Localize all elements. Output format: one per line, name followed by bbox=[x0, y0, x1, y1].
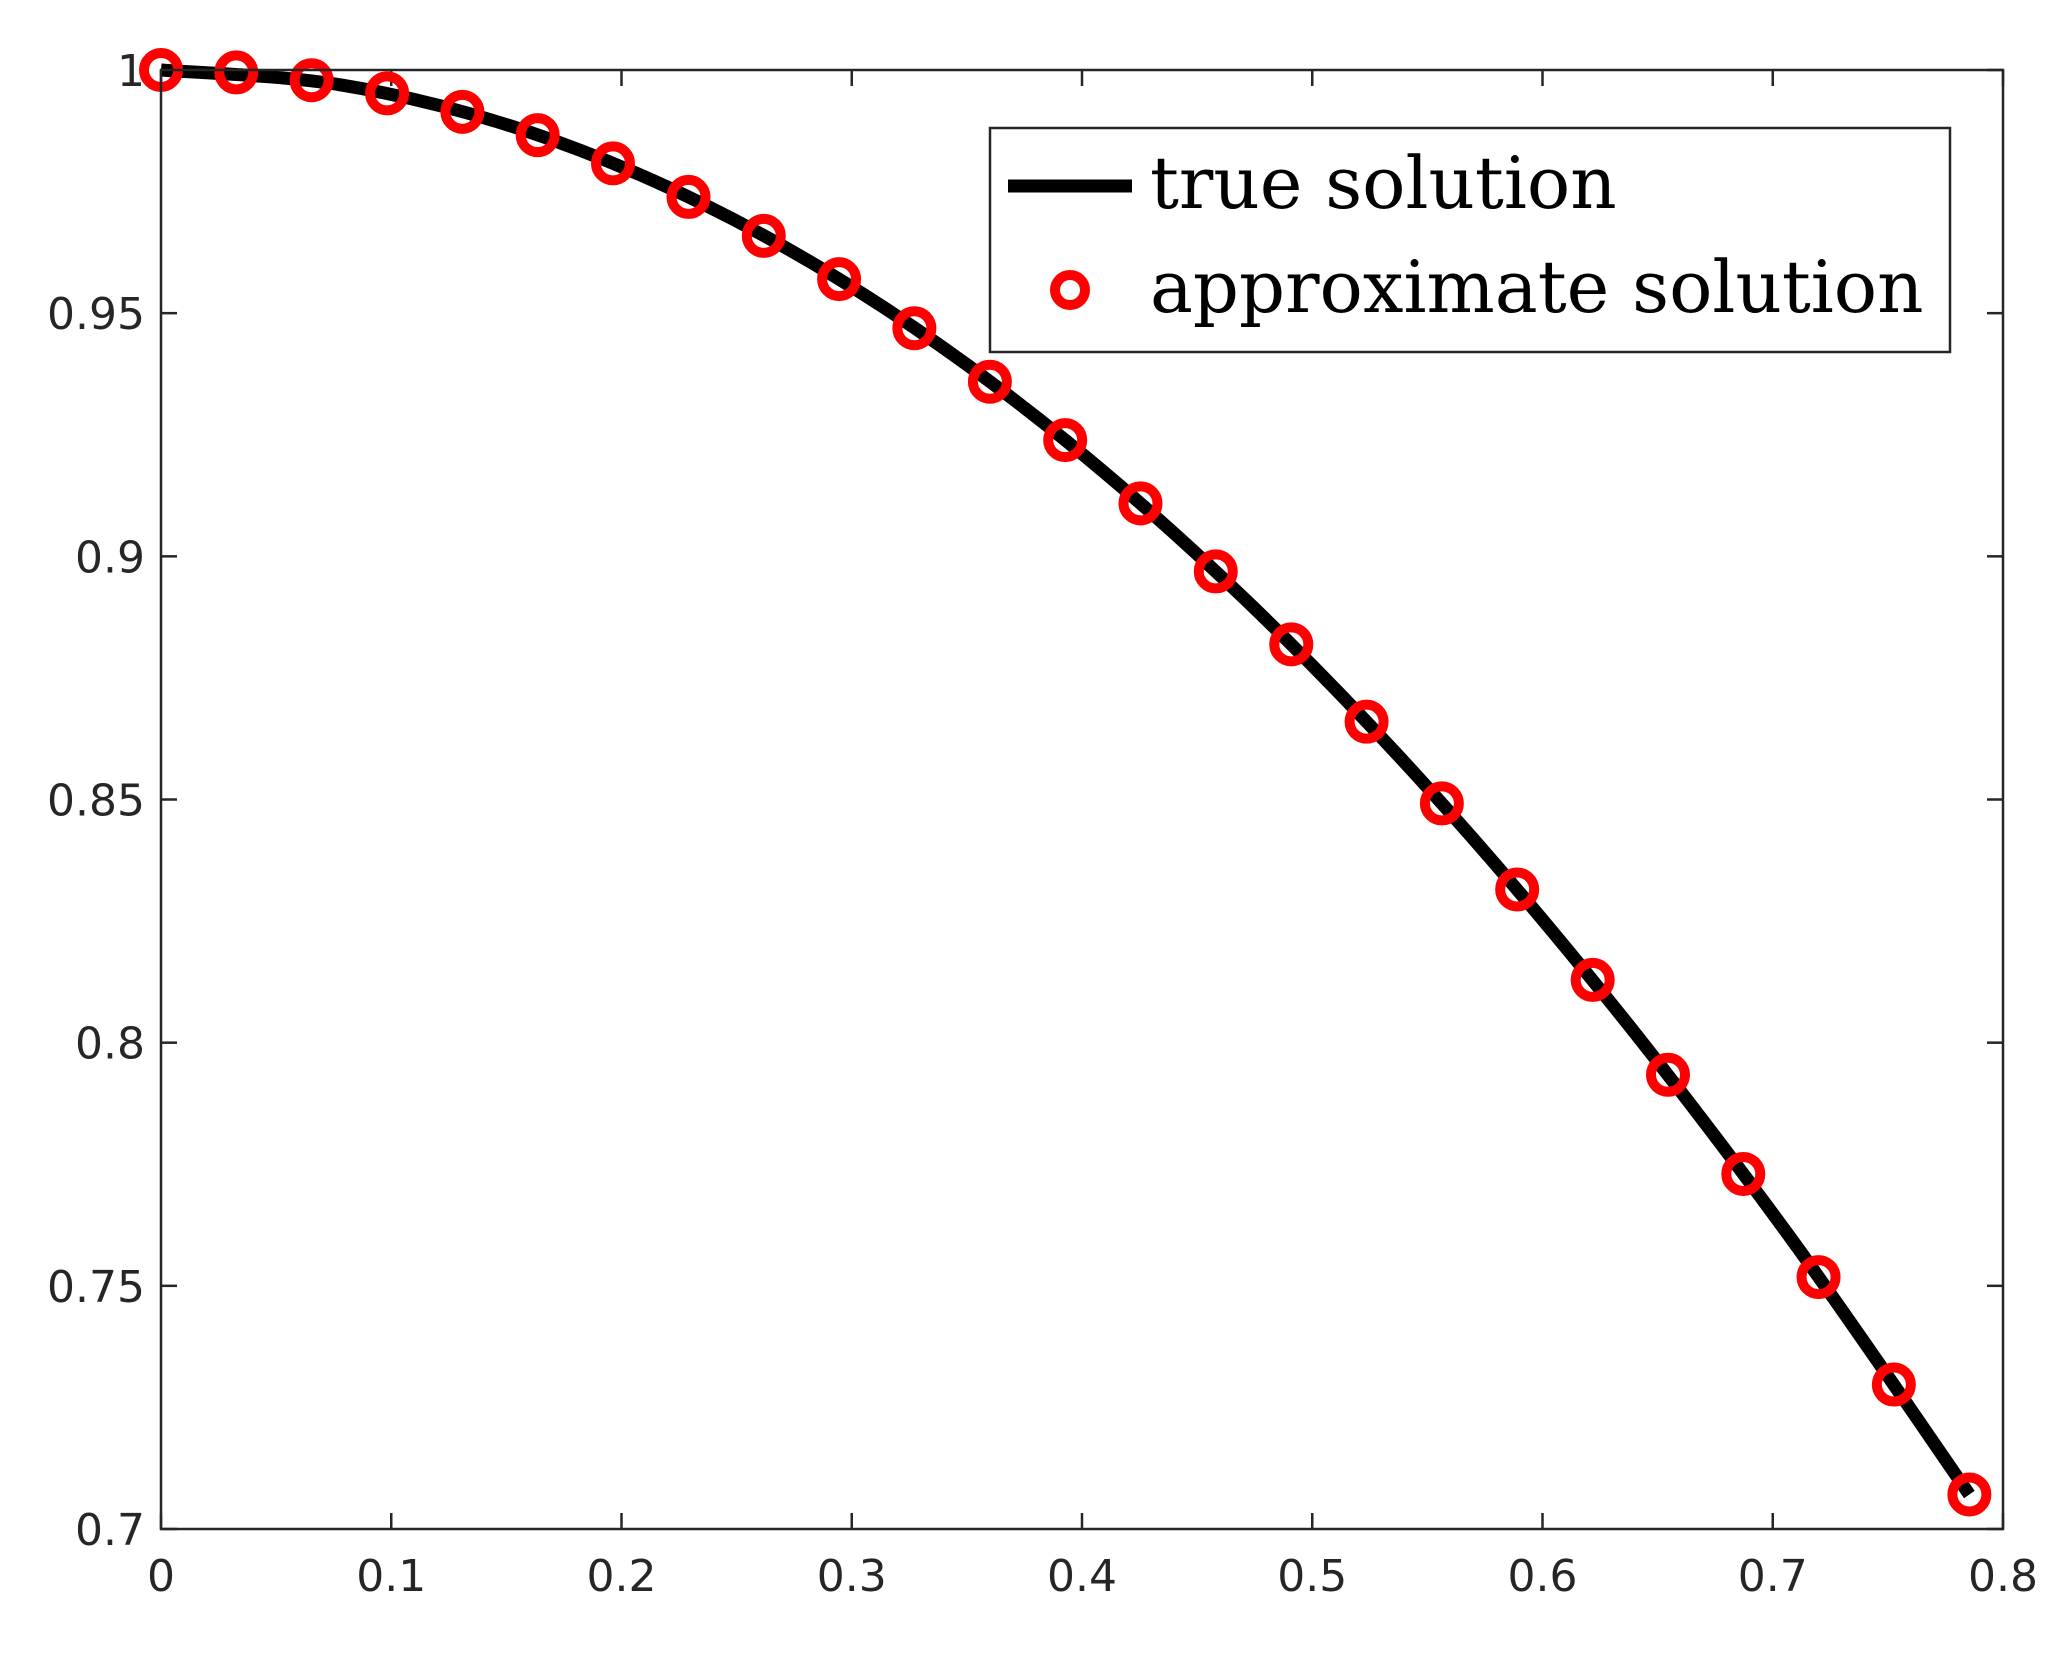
y-tick-label: 0.75 bbox=[47, 1262, 145, 1313]
legend: true solution approximate solution bbox=[988, 126, 1952, 354]
y-tick-label: 0.8 bbox=[75, 1019, 145, 1070]
approximate-solution-point bbox=[440, 89, 485, 134]
x-tick-label: 0.5 bbox=[1277, 1551, 1347, 1602]
y-tick-labels: 0.70.750.80.850.90.951 bbox=[47, 46, 145, 1556]
approximate-solution-point bbox=[1570, 957, 1615, 1002]
approximate-solution-point bbox=[666, 174, 711, 219]
approximate-solution-point bbox=[1043, 418, 1088, 463]
legend-marker-swatch bbox=[1050, 270, 1090, 310]
approximate-solution-point bbox=[1645, 1052, 1690, 1097]
x-tick-label: 0.2 bbox=[587, 1551, 657, 1602]
y-tick-label: 0.95 bbox=[47, 289, 145, 340]
approximate-solution-point bbox=[1193, 549, 1238, 594]
approximate-solution-point bbox=[1796, 1255, 1841, 1300]
approximate-solution-point bbox=[892, 306, 937, 351]
legend-label-approximate-solution: approximate solution bbox=[1150, 245, 1924, 329]
plot-frame bbox=[159, 68, 2005, 1531]
approximate-solution-point bbox=[1344, 699, 1389, 744]
approximate-solution-point bbox=[1721, 1151, 1766, 1196]
approximate-solution-point bbox=[967, 359, 1012, 404]
legend-box bbox=[988, 126, 1952, 354]
approximate-solution-markers bbox=[139, 48, 1992, 1517]
approximate-solution-point bbox=[1419, 781, 1464, 826]
x-tick-labels: 0 0.1 0.2 0.3 0.4 0.5 0.6 0.7 0.8 bbox=[147, 1551, 2038, 1602]
legend-label-true-solution: true solution bbox=[1150, 141, 1617, 225]
approximate-solution-point bbox=[1495, 867, 1540, 912]
series-line-layer bbox=[160, 63, 1975, 1499]
approximate-solution-point bbox=[817, 257, 862, 302]
x-tick-label: 0 bbox=[147, 1551, 175, 1602]
approximate-solution-point bbox=[1947, 1472, 1992, 1517]
approximate-solution-point bbox=[289, 58, 334, 103]
x-tick-label: 0.3 bbox=[817, 1551, 887, 1602]
approximate-solution-point bbox=[590, 141, 635, 186]
y-tick-label: 0.7 bbox=[75, 1505, 145, 1556]
approximate-solution-point bbox=[214, 50, 259, 95]
approximate-solution-point bbox=[1269, 622, 1314, 667]
approximate-solution-point bbox=[741, 213, 786, 258]
approximate-solution-point bbox=[1871, 1362, 1916, 1407]
approximate-solution-point bbox=[515, 113, 560, 158]
x-tick-label: 0.1 bbox=[356, 1551, 426, 1602]
approximate-solution-point bbox=[1118, 481, 1163, 526]
x-tick-label: 0.7 bbox=[1738, 1551, 1808, 1602]
true-solution-line bbox=[160, 63, 1975, 1499]
y-tick-label: 0.9 bbox=[75, 532, 145, 583]
x-tick-label: 0.4 bbox=[1047, 1551, 1117, 1602]
y-tick-label: 0.85 bbox=[47, 776, 145, 827]
approximate-solution-point bbox=[365, 71, 410, 116]
x-tick-label: 0.8 bbox=[1968, 1551, 2038, 1602]
x-tick-label: 0.6 bbox=[1508, 1551, 1578, 1602]
